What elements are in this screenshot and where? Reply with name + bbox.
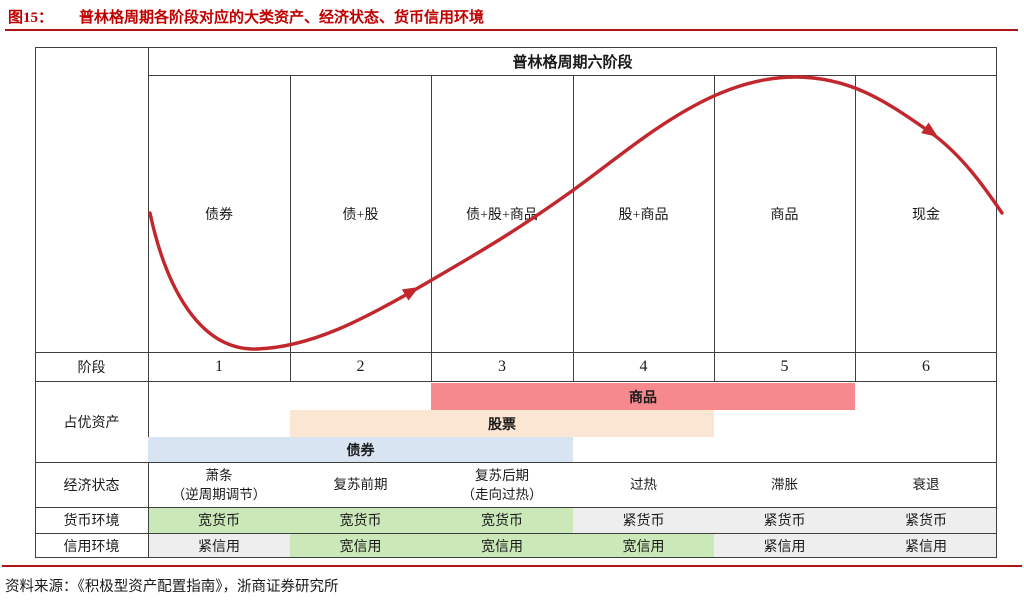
econ-state-6: 衰退: [855, 462, 997, 507]
econ-state-2: 复苏前期: [290, 462, 431, 507]
econ-state-1-line2: （逆周期调节）: [171, 486, 267, 502]
credit-tight-bg-right: [714, 533, 996, 557]
econ-state-3-line1: 复苏后期: [475, 467, 529, 483]
credit-1: 紧信用: [198, 539, 240, 555]
dominant-bar-stock-label: 股票: [488, 417, 516, 433]
dominant-bar-bond-label: 债券: [346, 443, 375, 459]
figure-title: 图15： 普林格周期各阶段对应的大类资产、经济状态、货币信用环境: [8, 6, 484, 27]
dominant-bar-stock: 股票: [290, 410, 714, 437]
stage-5: 5: [780, 357, 789, 375]
monetary-4: 紧货币: [622, 514, 665, 529]
stage-6: 6: [922, 357, 930, 375]
row-label-monetary: 货币环境: [63, 514, 120, 529]
row-label-credit: 信用环境: [63, 539, 120, 555]
grid-line-top: [35, 47, 997, 48]
econ-state-3-line2: （走向过热）: [461, 486, 543, 502]
econ-state-2-line1: 复苏前期: [333, 477, 388, 492]
credit-loose-bg: [290, 533, 714, 557]
row-label-economy: 经济状态: [63, 478, 120, 494]
chart-asset-label-4: 股+商品: [618, 207, 669, 223]
dominant-bar-commodity: 商品: [431, 383, 855, 410]
econ-state-3: 复苏后期 （走向过热）: [431, 462, 573, 507]
dominant-bar-commodity-label: 商品: [629, 390, 657, 406]
grid-line-dominant-bottom: [35, 462, 997, 463]
monetary-tight-bg: [573, 507, 996, 533]
econ-state-5: 滞胀: [714, 462, 855, 507]
econ-state-6-line1: 衰退: [912, 477, 940, 492]
stage-1: 1: [215, 357, 223, 375]
monetary-1: 宽货币: [198, 514, 240, 529]
dominant-bar-bond: 债券: [148, 437, 573, 462]
monetary-2: 宽货币: [339, 514, 382, 529]
stage-2: 2: [356, 357, 365, 375]
monetary-5: 紧货币: [763, 514, 806, 529]
credit-tight-bg-left: [148, 533, 290, 557]
grid-line-econ-bottom: [35, 507, 997, 508]
figure-number: 图15：: [8, 10, 54, 26]
econ-state-4-line1: 过热: [630, 477, 657, 492]
title-rule: [5, 29, 1018, 31]
econ-state-1: 萧条 （逆周期调节）: [148, 462, 290, 507]
grid-line-bottom: [35, 557, 997, 558]
econ-state-4: 过热: [573, 462, 714, 507]
row-label-dominant: 占优资产: [63, 415, 120, 431]
grid-line-chart-bottom: [35, 352, 997, 353]
chart-asset-label-5: 商品: [770, 207, 799, 223]
source-text: 资料来源：《积极型资产配置指南》，浙商证券研究所: [5, 579, 339, 595]
row-label-stage: 阶段: [77, 360, 106, 376]
source-rule: [2, 565, 1022, 567]
grid-line-monetary-bottom: [35, 533, 997, 534]
credit-2: 宽信用: [339, 539, 382, 555]
monetary-3: 宽货币: [481, 514, 523, 529]
credit-3: 宽信用: [481, 539, 523, 555]
chart-asset-label-1: 债券: [205, 207, 233, 223]
stage-4: 4: [639, 357, 648, 375]
credit-4: 宽信用: [622, 539, 665, 555]
credit-6: 紧信用: [905, 539, 947, 555]
chart-asset-label-6: 现金: [912, 207, 940, 223]
chart-asset-label-3: 债+股+商品: [466, 207, 538, 223]
monetary-6: 紧货币: [905, 514, 947, 529]
credit-5: 紧信用: [763, 539, 806, 555]
econ-state-5-line1: 滞胀: [771, 477, 798, 492]
stage-3: 3: [498, 357, 506, 375]
grid-line-left: [35, 47, 36, 558]
figure-title-text: 普林格周期各阶段对应的大类资产、经济状态、货币信用环境: [79, 10, 485, 26]
monetary-loose-bg: [148, 507, 573, 533]
grid-line-stage-bottom: [35, 381, 997, 382]
econ-state-1-line1: 萧条: [205, 467, 233, 483]
chart-asset-label-2: 债+股: [342, 207, 379, 223]
table-header: 普林格周期六阶段: [512, 54, 633, 71]
